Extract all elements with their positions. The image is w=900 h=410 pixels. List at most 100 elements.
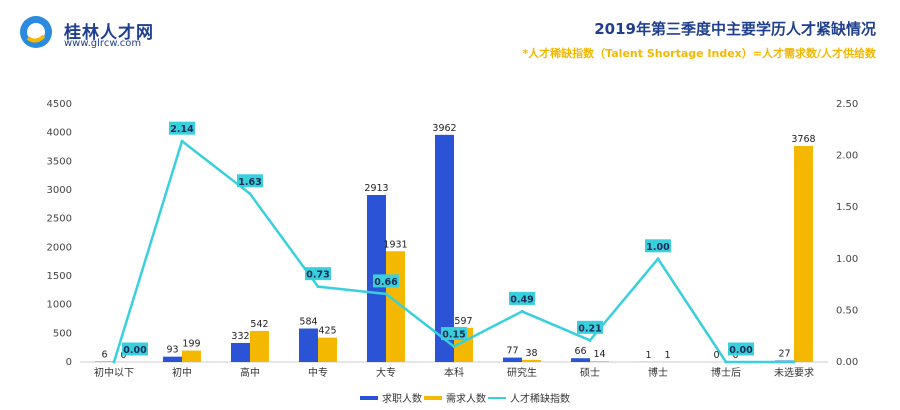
index-point bbox=[248, 192, 252, 196]
logo-icon bbox=[20, 16, 52, 48]
x-tick-label: 高中 bbox=[240, 366, 260, 379]
index-label-box bbox=[169, 121, 195, 135]
y-left-tick-label: 1000 bbox=[47, 300, 72, 311]
index-value-label: 2.14 bbox=[170, 124, 194, 135]
legend-demand-label: 需求人数 bbox=[446, 394, 486, 405]
bar-supply bbox=[571, 358, 590, 362]
legend: 求职人数 需求人数 人才稀缺指数 bbox=[0, 390, 900, 406]
legend-demand-swatch bbox=[424, 395, 442, 400]
index-label-box bbox=[305, 267, 331, 281]
formula-note: *人才稀缺指数（Talent Shortage Index）=人才需求数/人才供… bbox=[522, 47, 876, 60]
bar-supply bbox=[299, 328, 318, 362]
logo-url: www.glrcw.com bbox=[64, 38, 142, 49]
index-value-label: 1.00 bbox=[646, 242, 670, 253]
index-label-box bbox=[577, 320, 603, 334]
bar-demand bbox=[590, 361, 609, 362]
y-left-tick-label: 3500 bbox=[47, 156, 72, 167]
bar-demand-value-label: 597 bbox=[454, 316, 472, 327]
index-point bbox=[452, 345, 456, 349]
x-tick-label: 硕士 bbox=[580, 366, 600, 379]
y-left-tick-label: 0 bbox=[66, 357, 72, 368]
index-value-label: 0.00 bbox=[729, 345, 753, 356]
bar-supply-value-label: 2913 bbox=[364, 183, 388, 194]
index-label-box bbox=[122, 342, 148, 356]
chart-bars bbox=[95, 134, 813, 362]
legend-demand: 需求人数 bbox=[424, 390, 486, 405]
index-label-box bbox=[441, 327, 467, 341]
logo-text: 桂林人才网 bbox=[64, 23, 154, 43]
y-right-tick-label: 0.00 bbox=[836, 357, 858, 368]
y-left-tick-label: 2000 bbox=[47, 242, 72, 253]
bar-demand bbox=[182, 350, 201, 362]
y-right-tick-label: 2.00 bbox=[836, 151, 858, 162]
index-label-box bbox=[237, 174, 263, 188]
y-right-tick-label: 1.00 bbox=[836, 254, 858, 265]
legend-supply: 求职人数 bbox=[360, 390, 422, 405]
x-tick-label: 博士 bbox=[648, 366, 668, 379]
bar-supply bbox=[503, 357, 522, 362]
y-left-tick-label: 1500 bbox=[47, 271, 72, 282]
legend-index-swatch bbox=[488, 396, 506, 399]
chart-title: 2019年第三季度中主要学历人才紧缺情况 bbox=[594, 20, 876, 38]
index-point bbox=[316, 285, 320, 289]
bar-demand-value-label: 14 bbox=[593, 349, 605, 360]
y-left-tick-label: 3000 bbox=[47, 185, 72, 196]
index-label-box bbox=[645, 239, 671, 253]
legend-supply-label: 求职人数 bbox=[382, 394, 422, 405]
x-tick-label: 未选要求 bbox=[774, 366, 814, 379]
index-value-label: 0.73 bbox=[306, 270, 329, 281]
legend-index: 人才稀缺指数 bbox=[488, 390, 570, 405]
bar-demand-value-label: 3768 bbox=[791, 134, 815, 145]
bar-supply bbox=[231, 342, 250, 362]
y-left-tick-label: 2500 bbox=[47, 214, 72, 225]
index-value-label: 1.63 bbox=[238, 177, 261, 188]
x-tick-label: 博士后 bbox=[711, 366, 741, 379]
index-label-box bbox=[728, 342, 754, 356]
index-label-box bbox=[509, 291, 535, 305]
bar-demand-value-label: 542 bbox=[250, 319, 268, 330]
y-right-tick-label: 0.50 bbox=[836, 305, 858, 316]
bar-demand bbox=[522, 359, 541, 362]
bar-supply bbox=[435, 134, 454, 362]
logo: 桂林人才网 www.glrcw.com bbox=[14, 6, 214, 56]
x-tick-label: 本科 bbox=[444, 366, 464, 379]
bar-demand-value-label: 425 bbox=[318, 326, 336, 337]
x-tick-label: 中专 bbox=[308, 366, 328, 379]
x-tick-label: 大专 bbox=[376, 366, 396, 379]
bar-supply-value-label: 66 bbox=[574, 346, 586, 357]
index-point bbox=[588, 338, 592, 342]
bar-supply-value-label: 584 bbox=[299, 317, 317, 328]
bar-supply-value-label: 6 bbox=[101, 350, 107, 361]
bar-demand-value-label: 38 bbox=[525, 348, 537, 359]
y-left-tick-label: 4000 bbox=[47, 128, 72, 139]
index-point bbox=[384, 292, 388, 296]
x-tick-label: 初中以下 bbox=[94, 366, 134, 379]
y-right-tick-label: 2.50 bbox=[836, 99, 858, 110]
bar-supply bbox=[163, 356, 182, 362]
index-point bbox=[724, 360, 728, 364]
bar-demand-value-label: 199 bbox=[182, 339, 200, 350]
bar-demand-value-label: 1931 bbox=[383, 239, 407, 250]
index-value-label: 0.15 bbox=[442, 330, 465, 341]
index-label-box bbox=[373, 274, 399, 288]
y-left-tick-label: 500 bbox=[53, 328, 72, 339]
index-value-label: 0.66 bbox=[374, 277, 398, 288]
bar-supply-value-label: 1 bbox=[645, 350, 651, 361]
legend-index-label: 人才稀缺指数 bbox=[510, 394, 570, 405]
bar-demand bbox=[318, 337, 337, 362]
index-point bbox=[656, 257, 660, 261]
index-point bbox=[792, 360, 796, 364]
index-value-label: 0.49 bbox=[510, 294, 533, 305]
index-point bbox=[520, 309, 524, 313]
y-left-tick-label: 4500 bbox=[47, 99, 72, 110]
x-tick-label: 研究生 bbox=[507, 366, 537, 379]
bar-supply-value-label: 77 bbox=[506, 346, 518, 357]
bar-supply-value-label: 93 bbox=[166, 345, 178, 356]
bar-supply-value-label: 3962 bbox=[432, 123, 456, 134]
index-value-label: 0.21 bbox=[578, 323, 601, 334]
bar-demand-value-label: 1 bbox=[664, 350, 670, 361]
index-point bbox=[112, 360, 116, 364]
index-value-label: 0.00 bbox=[123, 345, 147, 356]
